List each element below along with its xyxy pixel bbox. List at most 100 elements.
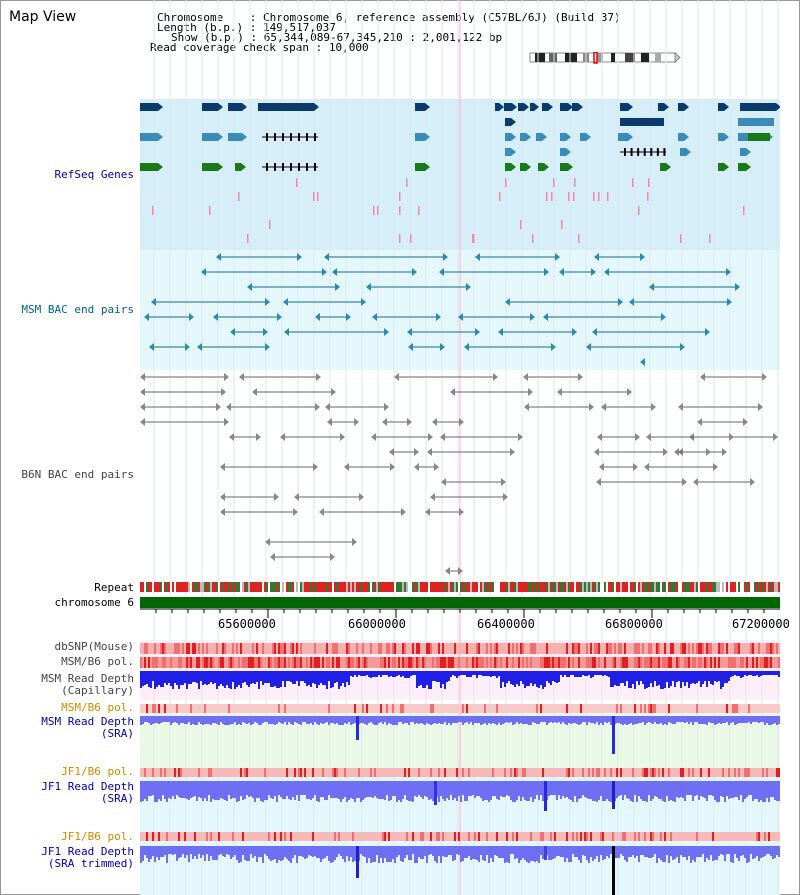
depth-bar	[728, 846, 730, 854]
polymorphism-cell	[588, 768, 590, 777]
polymorphism-cell	[282, 704, 284, 713]
polymorphism-cell	[214, 657, 216, 668]
depth-bar	[166, 846, 168, 863]
polymorphism-cell	[706, 643, 708, 654]
depth-bar	[598, 671, 600, 675]
repeat-segment	[370, 582, 372, 592]
track-label-msm-pol-1[interactable]: MSM/B6 pol.	[61, 655, 134, 668]
track-label-repeat[interactable]: Repeat	[94, 581, 134, 594]
depth-bar	[646, 781, 648, 802]
polymorphism-cell	[412, 768, 414, 777]
refseq-mark	[317, 192, 319, 201]
depth-bar	[450, 846, 452, 855]
track-label-jf1-depth-sra[interactable]: JF1 Read Depth	[41, 780, 134, 793]
depth-bar	[168, 781, 170, 798]
polymorphism-cell	[212, 704, 214, 713]
depth-bar	[206, 781, 208, 801]
polymorphism-cell	[526, 657, 528, 668]
polymorphism-cell	[652, 657, 654, 668]
depth-bar	[610, 846, 612, 854]
polymorphism-cell	[556, 768, 558, 777]
depth-bar	[200, 671, 202, 681]
depth-bar	[152, 716, 154, 724]
track-label-jf1-pol-1[interactable]: JF1/B6 pol.	[61, 765, 134, 778]
bac-end	[354, 418, 359, 426]
polymorphism-cell	[226, 768, 228, 777]
depth-bar	[482, 846, 484, 860]
depth-bar	[316, 781, 318, 801]
bac-end	[578, 373, 583, 381]
ideogram-position-marker[interactable]	[593, 52, 598, 64]
depth-bar	[432, 671, 434, 681]
bac-end	[586, 343, 591, 351]
repeat-segment	[308, 582, 310, 592]
depth-bar	[536, 671, 538, 687]
polymorphism-cell	[740, 704, 742, 713]
repeat-segment	[450, 582, 452, 592]
track-label-b6n-bac[interactable]: B6N BAC end pairs	[21, 468, 134, 481]
depth-bar	[256, 671, 258, 682]
polymorphism-cell	[224, 643, 226, 654]
depth-bar	[428, 671, 430, 689]
track-label-dbsnp[interactable]: dbSNP(Mouse)	[54, 640, 134, 653]
repeat-segment	[186, 582, 188, 592]
polymorphism-cell	[448, 657, 450, 668]
depth-bar	[724, 781, 726, 802]
depth-bar	[532, 671, 534, 686]
polymorphism-cell	[522, 768, 524, 777]
depth-bar	[346, 781, 348, 802]
track-label-msm-pol-2[interactable]: MSM/B6 pol.	[61, 701, 134, 714]
repeat-segment	[436, 582, 438, 592]
polymorphism-cell	[162, 704, 164, 713]
polymorphism-cell	[616, 832, 618, 841]
polymorphism-cell	[696, 704, 698, 713]
bac-end	[700, 373, 705, 381]
depth-bar	[504, 671, 506, 687]
polymorphism-cell	[306, 832, 308, 841]
polymorphism-cell	[390, 768, 392, 777]
bac-end	[427, 448, 432, 456]
depth-bar	[390, 671, 392, 676]
track-label-msm-bac[interactable]: MSM BAC end pairs	[21, 303, 134, 316]
polymorphism-cell	[478, 643, 480, 654]
repeat-segment	[330, 582, 332, 592]
track-label-msm-depth-sra[interactable]: MSM Read Depth	[41, 715, 134, 728]
polymorphism-cell	[770, 643, 772, 654]
depth-bar	[654, 781, 656, 796]
depth-bar	[194, 781, 196, 796]
polymorphism-cell	[306, 704, 308, 713]
depth-bar	[690, 846, 692, 863]
depth-bar	[326, 716, 328, 722]
track-label-jf1-pol-2[interactable]: JF1/B6 pol.	[61, 830, 134, 843]
depth-bar	[694, 846, 696, 862]
depth-bar	[402, 716, 404, 724]
polymorphism-cell	[406, 643, 408, 654]
depth-bar	[774, 781, 776, 800]
depth-bar	[400, 716, 402, 722]
depth-bar	[348, 781, 350, 800]
polymorphism-cell	[676, 768, 678, 777]
polymorphism-cell	[512, 704, 514, 713]
depth-spike	[356, 846, 359, 878]
depth-bar	[280, 671, 282, 687]
polymorphism-cell	[320, 704, 322, 713]
depth-bar	[228, 846, 230, 855]
track-label-msm-depth-cap[interactable]: MSM Read Depth	[41, 672, 134, 685]
polymorphism-cell	[310, 643, 312, 654]
polymorphism-cell	[238, 657, 240, 668]
depth-bar	[316, 716, 318, 724]
depth-bar	[560, 671, 562, 675]
feature-canvas[interactable]	[140, 0, 780, 895]
polymorphism-cell	[574, 643, 576, 654]
depth-bar	[758, 781, 760, 802]
repeat-segment	[430, 582, 432, 592]
track-label-refseq[interactable]: RefSeq Genes	[54, 168, 134, 181]
polymorphism-cell	[672, 832, 674, 841]
gene-feature	[560, 103, 568, 111]
polymorphism-cell	[152, 657, 154, 668]
depth-bar	[638, 716, 640, 723]
depth-bar	[624, 781, 626, 795]
polymorphism-cell	[700, 768, 702, 777]
track-label-jf1-depth-trim[interactable]: JF1 Read Depth	[41, 845, 134, 858]
depth-bar	[446, 846, 448, 857]
